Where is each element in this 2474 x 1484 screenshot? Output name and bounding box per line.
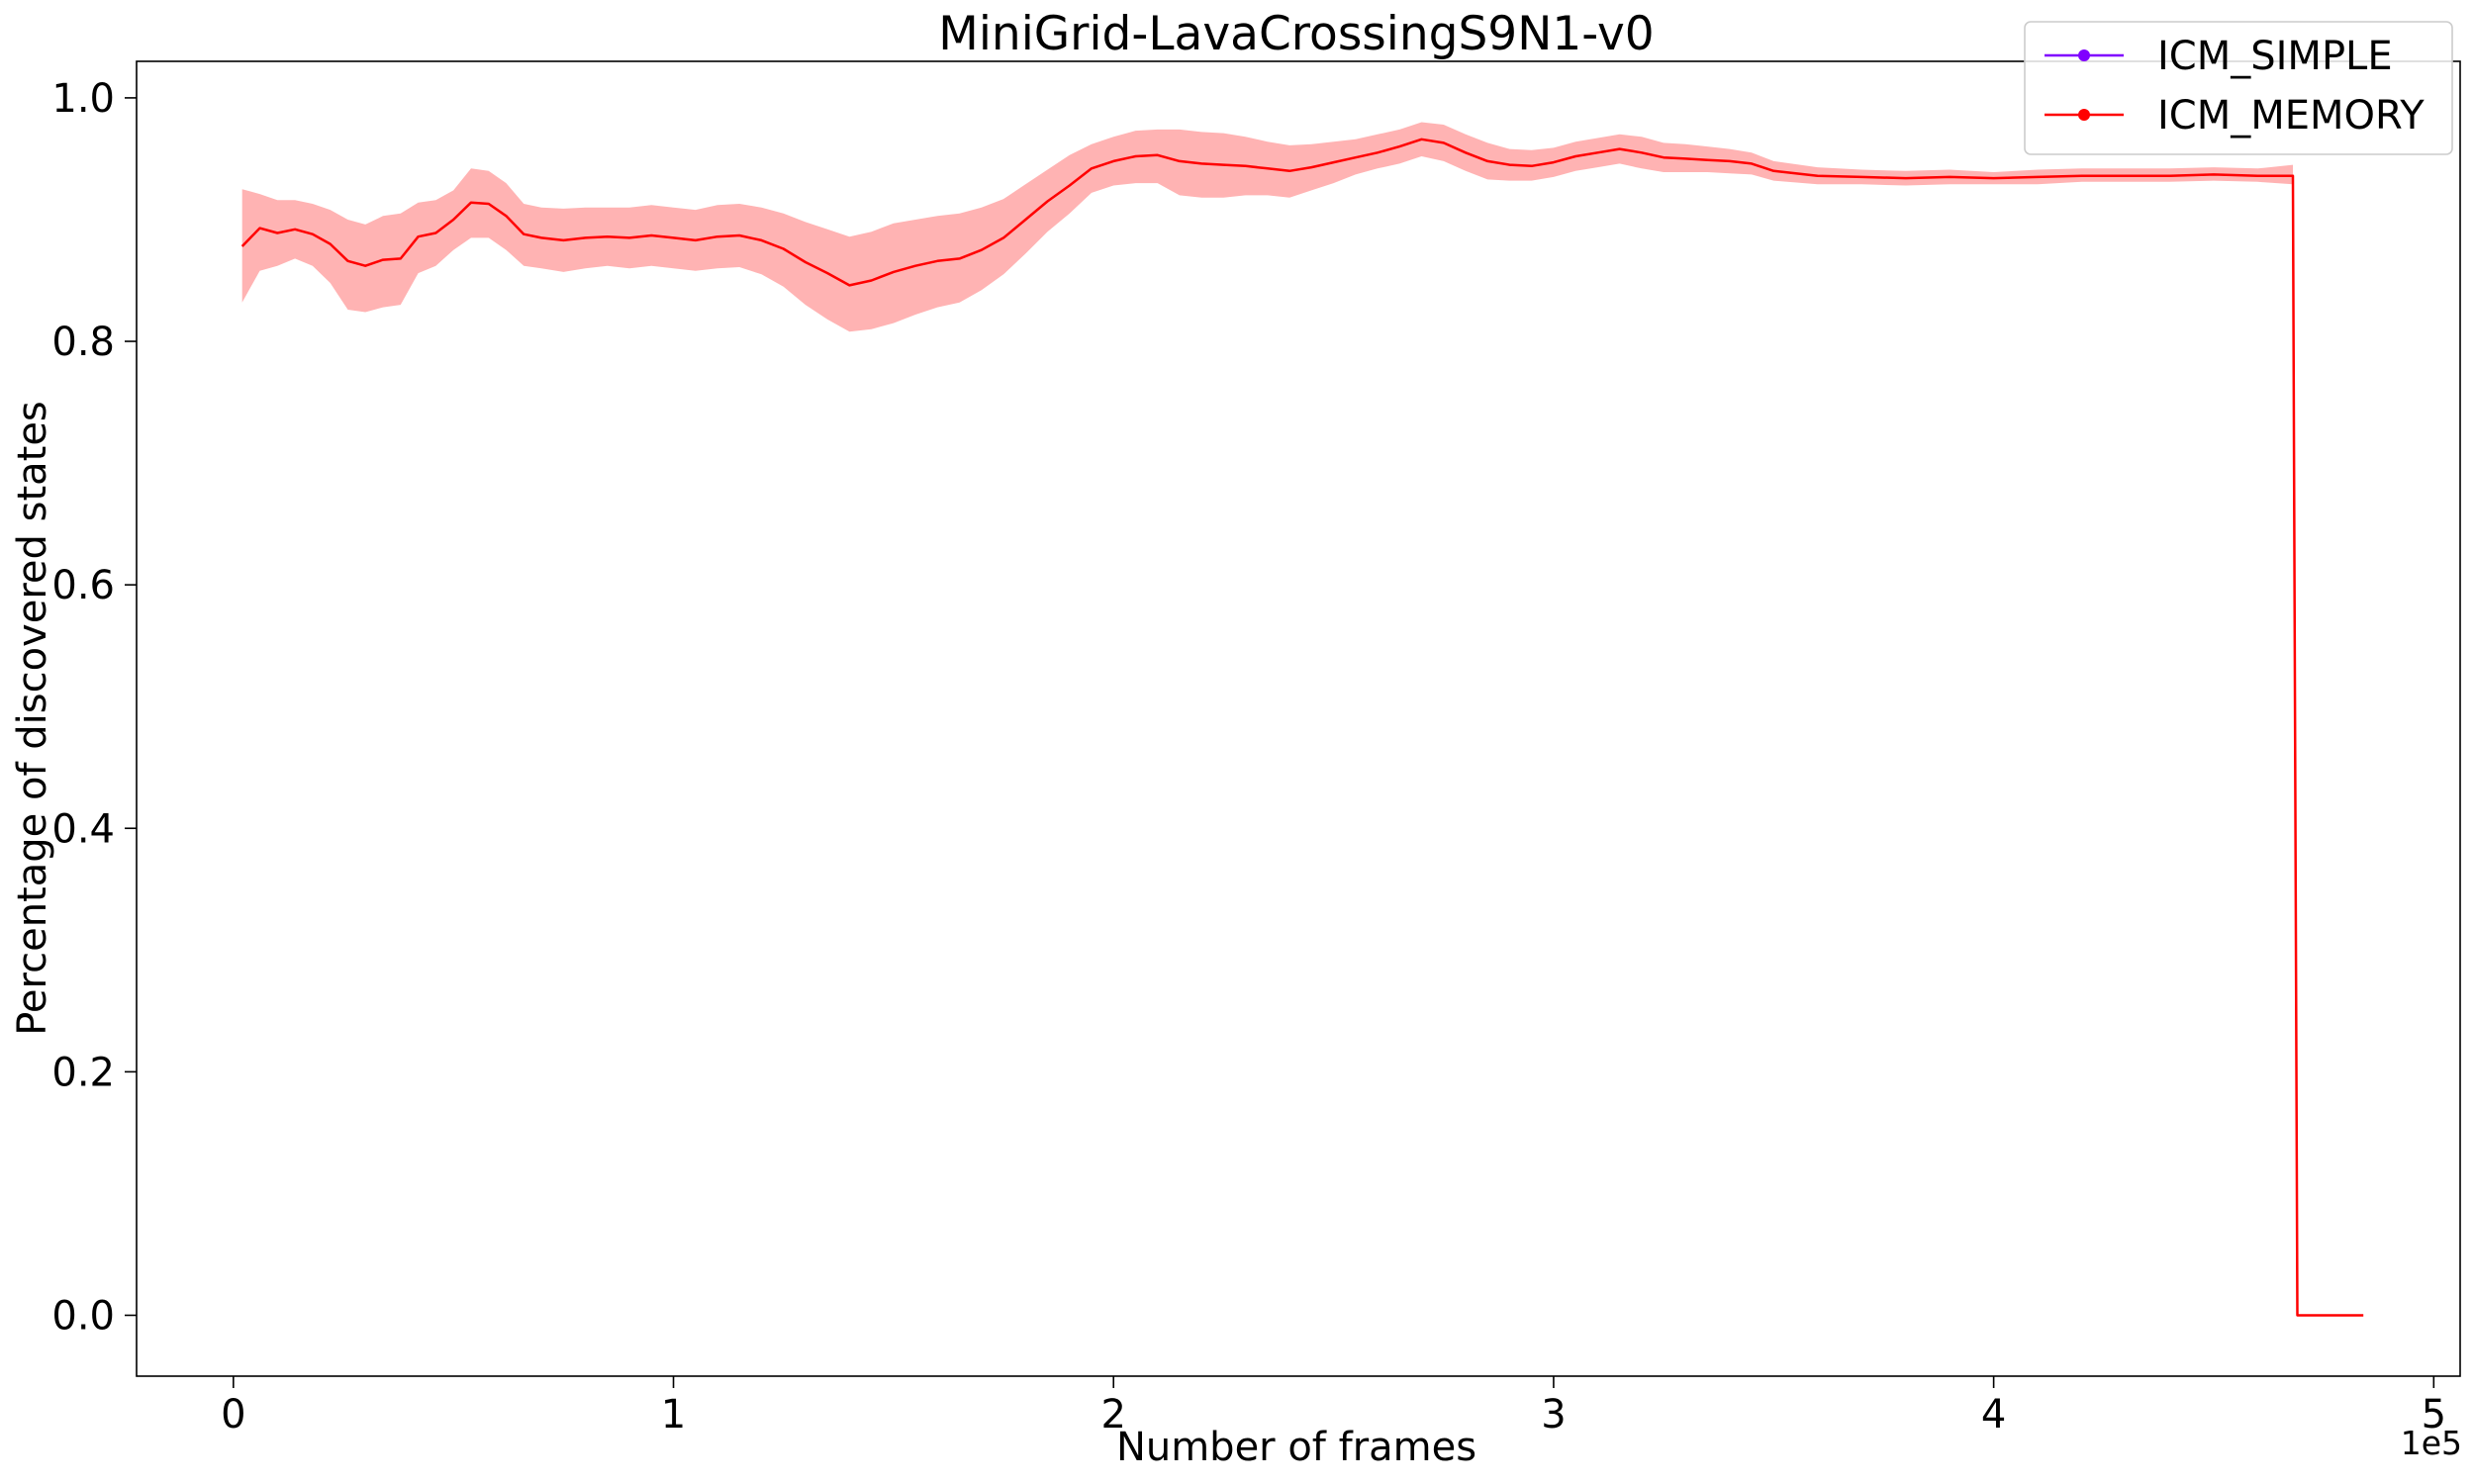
- legend-marker: [2078, 109, 2090, 121]
- x-axis-label: Number of frames: [1116, 1425, 1476, 1470]
- y-axis-ticks: 0.0 0.2 0.4 0.6 0.8 1.0: [51, 76, 137, 1339]
- series-line: [240, 138, 2364, 1317]
- confidence-band-layer: [241, 122, 2364, 1316]
- y-tick-label: 0.2: [51, 1050, 115, 1095]
- legend-entries: ICM_SIMPLE ICM_MEMORY: [2045, 34, 2425, 139]
- legend-label: ICM_MEMORY: [2157, 93, 2425, 139]
- y-tick-label: 0.6: [51, 563, 115, 608]
- x-tick-label: 3: [1541, 1392, 1566, 1438]
- legend-box: [2024, 21, 2453, 155]
- plot-area: [136, 60, 2461, 1377]
- x-tick-label: 1: [661, 1392, 686, 1438]
- y-tick-label: 0.8: [51, 320, 115, 365]
- legend: ICM_SIMPLE ICM_MEMORY: [2024, 21, 2453, 155]
- series-line-layer: [240, 138, 2364, 1317]
- x-tick-label: 2: [1101, 1392, 1126, 1438]
- legend-label: ICM_SIMPLE: [2157, 34, 2393, 79]
- series-confidence-band: [241, 122, 2364, 1316]
- x-tick-label: 5: [2422, 1392, 2446, 1438]
- y-tick-label: 1.0: [51, 76, 115, 122]
- axes-frame: [136, 60, 2461, 1377]
- x-axis-offset-label: 1e5: [2401, 1424, 2462, 1462]
- x-axis-ticks: 0 1 2 3 4 5: [221, 1376, 2446, 1438]
- legend-marker: [2078, 49, 2090, 61]
- chart-title: MiniGrid-LavaCrossingS9N1-v0: [938, 7, 1654, 61]
- y-tick-label: 0.0: [51, 1293, 115, 1339]
- y-tick-label: 0.4: [51, 806, 115, 852]
- y-axis-label: Percentage of discovered states: [10, 401, 55, 1036]
- x-tick-label: 4: [1981, 1392, 2006, 1438]
- x-tick-label: 0: [221, 1392, 245, 1438]
